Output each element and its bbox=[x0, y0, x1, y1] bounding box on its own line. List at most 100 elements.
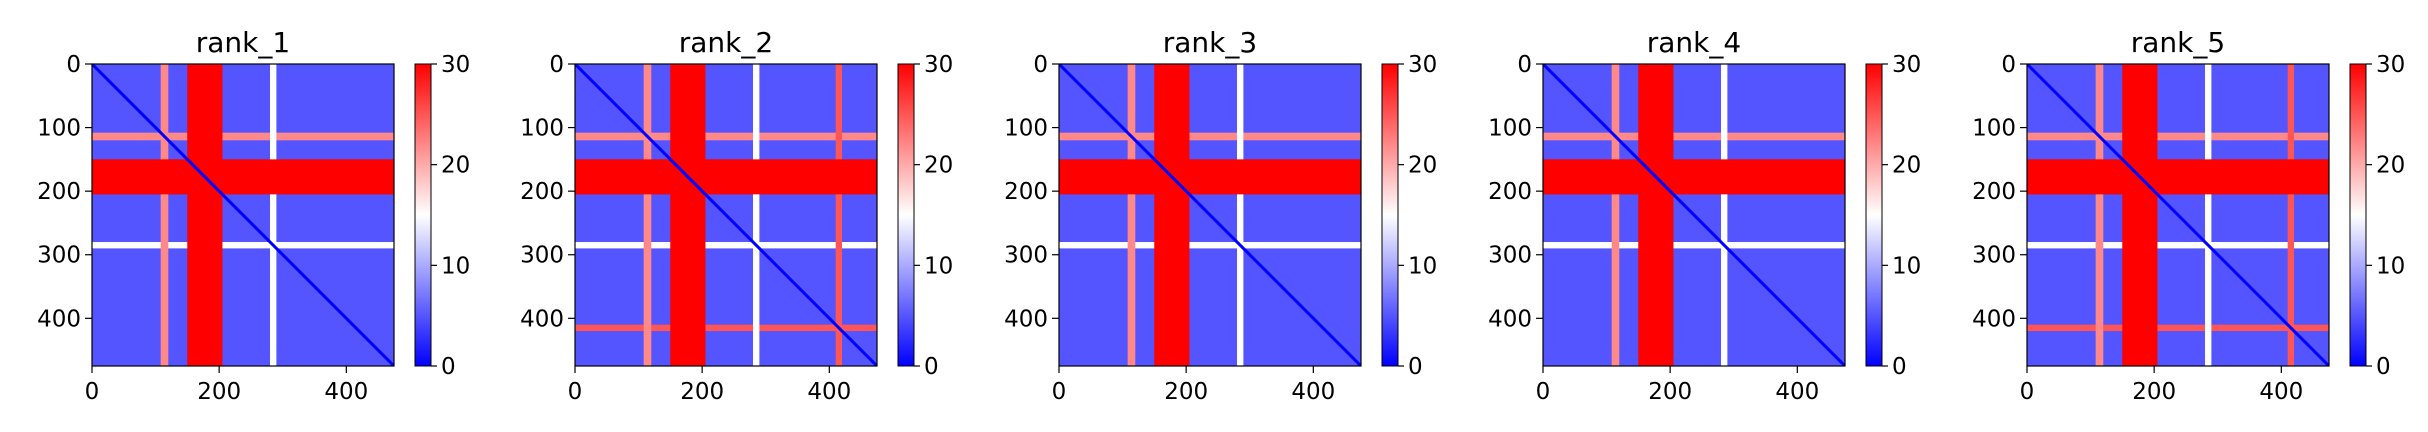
x-tick-label: 200 bbox=[680, 379, 724, 405]
axes-frame bbox=[91, 63, 395, 367]
heatmap-band-vertical bbox=[1721, 64, 1728, 366]
y-tick-label: 300 bbox=[37, 243, 81, 269]
x-tick-label: 200 bbox=[197, 379, 241, 405]
y-tick-label: 300 bbox=[520, 243, 564, 269]
x-tick-label: 200 bbox=[2132, 379, 2176, 405]
heatmap-diagonal bbox=[2027, 64, 2329, 366]
heatmap-panel: rank_3 0 100 200 300 400 0 200 400 0 10 20 30 bbox=[1004, 26, 1437, 405]
y-tick-label: 0 bbox=[2001, 52, 2016, 78]
chart-title: rank_3 bbox=[1163, 26, 1257, 59]
y-tick-label: 200 bbox=[1972, 179, 2016, 205]
chart-title: rank_5 bbox=[2131, 26, 2225, 59]
y-tick-label: 0 bbox=[66, 52, 81, 78]
colorbar-tick-label: 30 bbox=[2376, 52, 2405, 78]
heatmap-band-vertical bbox=[1237, 64, 1244, 366]
axes-frame bbox=[1058, 63, 1362, 367]
heatmap-band-main-horizontal bbox=[575, 159, 877, 195]
colorbar-tick-label: 10 bbox=[2376, 253, 2405, 279]
colorbar-tick-label: 10 bbox=[1892, 253, 1921, 279]
heatmap-band-vertical bbox=[1611, 64, 1620, 366]
x-tick-label: 0 bbox=[568, 379, 583, 405]
colorbar-tick-label: 30 bbox=[441, 52, 470, 78]
x-tick-label: 0 bbox=[2020, 379, 2035, 405]
colorbar bbox=[1381, 63, 1399, 367]
heatmap-band-horizontal bbox=[575, 242, 877, 249]
x-tick-label: 0 bbox=[85, 379, 100, 405]
x-tick-label: 400 bbox=[324, 379, 368, 405]
y-tick-label: 200 bbox=[520, 179, 564, 205]
y-tick-label: 300 bbox=[1488, 243, 1532, 269]
heatmap-band-main-vertical bbox=[187, 64, 223, 366]
heatmap-panel: rank_4 0 100 200 300 400 0 200 400 0 10 20 30 bbox=[1488, 26, 1921, 405]
colorbar-tick-label: 20 bbox=[2376, 153, 2405, 179]
heatmap-band-main-horizontal bbox=[92, 159, 394, 195]
x-tick-label: 400 bbox=[1291, 379, 1335, 405]
heatmap-band-horizontal bbox=[2027, 324, 2329, 332]
colorbar-tick-label: 10 bbox=[1408, 253, 1437, 279]
y-tick-label: 0 bbox=[1517, 52, 1532, 78]
x-tick-label: 0 bbox=[1052, 379, 1067, 405]
y-tick-label: 200 bbox=[1488, 179, 1532, 205]
y-tick-label: 0 bbox=[1033, 52, 1048, 78]
colorbar-tick-label: 0 bbox=[1892, 354, 1907, 380]
heatmap-band-vertical bbox=[643, 64, 652, 366]
heatmap-band-horizontal bbox=[575, 324, 877, 332]
heatmap-band-main-vertical bbox=[1154, 64, 1190, 366]
y-tick-label: 400 bbox=[1004, 306, 1048, 332]
heatmap-diagonal bbox=[1059, 64, 1361, 366]
heatmap-band-vertical bbox=[2287, 64, 2295, 366]
y-tick-label: 400 bbox=[520, 306, 564, 332]
heatmap-band-horizontal bbox=[1543, 242, 1845, 249]
heatmap-band-vertical bbox=[270, 64, 277, 366]
y-tick-label: 100 bbox=[520, 116, 564, 142]
heatmap-panel: rank_5 0 100 200 300 400 0 200 400 0 10 20 30 bbox=[1972, 26, 2405, 405]
heatmap-band-horizontal bbox=[2027, 132, 2329, 141]
y-tick-label: 100 bbox=[37, 116, 81, 142]
colorbar-tick-label: 0 bbox=[1408, 354, 1423, 380]
heatmap-band-main-horizontal bbox=[2027, 159, 2329, 195]
colorbar bbox=[414, 63, 432, 367]
y-tick-label: 300 bbox=[1004, 243, 1048, 269]
heatmap-band-vertical bbox=[160, 64, 169, 366]
heatmap-diagonal bbox=[1543, 64, 1845, 366]
heatmap-band-vertical bbox=[753, 64, 760, 366]
y-tick-label: 0 bbox=[549, 52, 564, 78]
y-tick-label: 200 bbox=[1004, 179, 1048, 205]
x-tick-label: 400 bbox=[807, 379, 851, 405]
heatmap-band-horizontal bbox=[1543, 132, 1845, 141]
heatmap-band-main-vertical bbox=[2122, 64, 2158, 366]
colorbar-tick-label: 20 bbox=[1408, 153, 1437, 179]
heatmap-panel: rank_2 0 100 200 300 400 0 200 400 0 10 20 30 bbox=[520, 26, 953, 405]
axes-frame bbox=[2026, 63, 2330, 367]
x-tick-label: 200 bbox=[1164, 379, 1208, 405]
heatmap-band-horizontal bbox=[92, 132, 394, 141]
heatmap-band-horizontal bbox=[575, 132, 877, 141]
x-tick-label: 400 bbox=[2259, 379, 2303, 405]
y-tick-label: 100 bbox=[1488, 116, 1532, 142]
colorbar bbox=[897, 63, 915, 367]
x-tick-label: 200 bbox=[1648, 379, 1692, 405]
axes-frame bbox=[1542, 63, 1846, 367]
y-tick-label: 400 bbox=[1488, 306, 1532, 332]
heatmap-band-horizontal bbox=[1059, 132, 1361, 141]
colorbar-tick-label: 30 bbox=[1892, 52, 1921, 78]
colorbar-tick-label: 10 bbox=[441, 253, 470, 279]
heatmap-band-main-horizontal bbox=[1543, 159, 1845, 195]
heatmap-band-horizontal bbox=[2027, 242, 2329, 249]
x-tick-label: 0 bbox=[1536, 379, 1551, 405]
y-tick-label: 300 bbox=[1972, 243, 2016, 269]
colorbar-tick-label: 20 bbox=[1892, 153, 1921, 179]
heatmap-band-vertical bbox=[2095, 64, 2104, 366]
x-tick-label: 400 bbox=[1775, 379, 1819, 405]
y-tick-label: 100 bbox=[1004, 116, 1048, 142]
colorbar-tick-label: 20 bbox=[441, 153, 470, 179]
chart-title: rank_4 bbox=[1647, 26, 1741, 59]
colorbar-tick-label: 20 bbox=[924, 153, 953, 179]
heatmap-band-vertical bbox=[835, 64, 843, 366]
heatmap-panel: rank_1 0 100 200 300 400 0 200 400 0 10 20 30 bbox=[37, 26, 470, 405]
y-tick-label: 200 bbox=[37, 179, 81, 205]
chart-title: rank_2 bbox=[679, 26, 773, 59]
y-tick-label: 100 bbox=[1972, 116, 2016, 142]
colorbar-tick-label: 0 bbox=[924, 354, 939, 380]
